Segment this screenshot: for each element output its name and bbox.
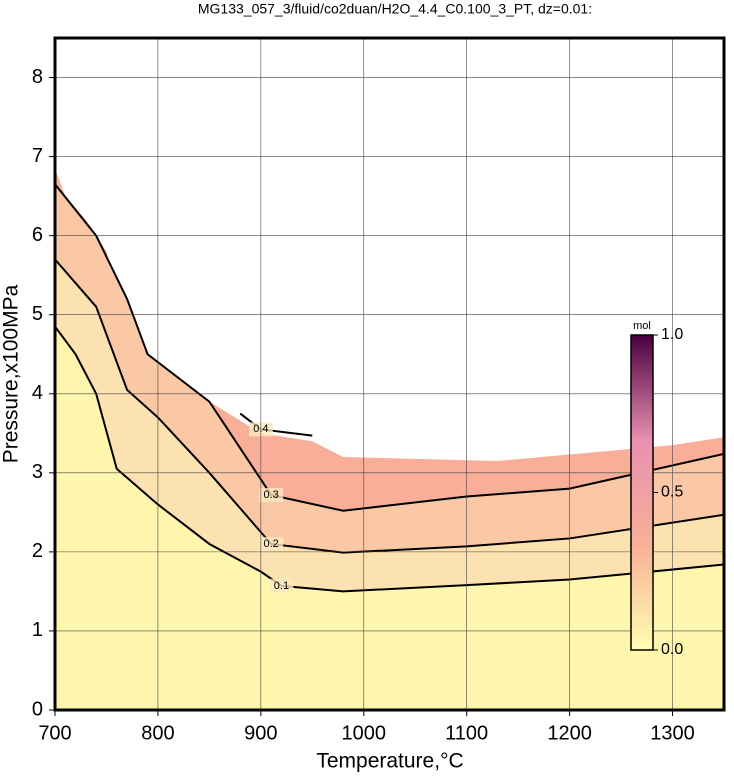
chart-title: MG133_057_3/fluid/co2duan/H2O_4.4_C0.100… <box>198 1 592 17</box>
y-tick-label: 5 <box>32 303 43 325</box>
contour-line <box>54 183 725 512</box>
colorbar <box>630 334 654 651</box>
y-tick-label: 3 <box>32 461 43 483</box>
y-tick-label: 8 <box>32 66 43 88</box>
contour-fill <box>55 326 724 710</box>
x-tick-label: 900 <box>244 722 277 744</box>
contour-label-bg <box>259 536 284 551</box>
y-tick-label: 2 <box>32 540 43 562</box>
y-tick-label: 7 <box>32 145 43 167</box>
colorbar-tick-label: 0.0 <box>661 641 683 658</box>
x-tick-label: 700 <box>38 722 71 744</box>
y-tick-label: 0 <box>32 698 43 720</box>
contour-line <box>54 258 725 554</box>
y-tick-label: 1 <box>32 619 43 641</box>
colorbar-tick-label: 0.5 <box>661 484 683 501</box>
plot-frame <box>53 36 726 712</box>
colorbar-tick-label: 1.0 <box>661 326 683 343</box>
y-tick-label: 4 <box>32 382 43 404</box>
contour-label: 0.2 <box>263 538 278 550</box>
x-tick-label: 800 <box>141 722 174 744</box>
x-tick-label: 1200 <box>547 722 592 744</box>
contour-label: 0.3 <box>263 489 278 501</box>
colorbar-label: mol <box>633 320 651 332</box>
contour-label: 0.1 <box>274 580 289 592</box>
contour-label-bg <box>259 487 284 502</box>
x-tick-label: 1100 <box>445 722 488 744</box>
x-tick-label: 1000 <box>342 722 387 744</box>
plot-area: 0.40.30.20.1 <box>54 168 725 711</box>
y-axis-label: Pressure,x100MPa <box>0 284 23 463</box>
contour-label-bg <box>269 578 294 593</box>
contour-line <box>54 325 725 593</box>
x-tick-label: 1300 <box>650 722 695 744</box>
y-tick-label: 6 <box>32 224 43 246</box>
x-axis-label: Temperature,°C <box>316 750 463 773</box>
